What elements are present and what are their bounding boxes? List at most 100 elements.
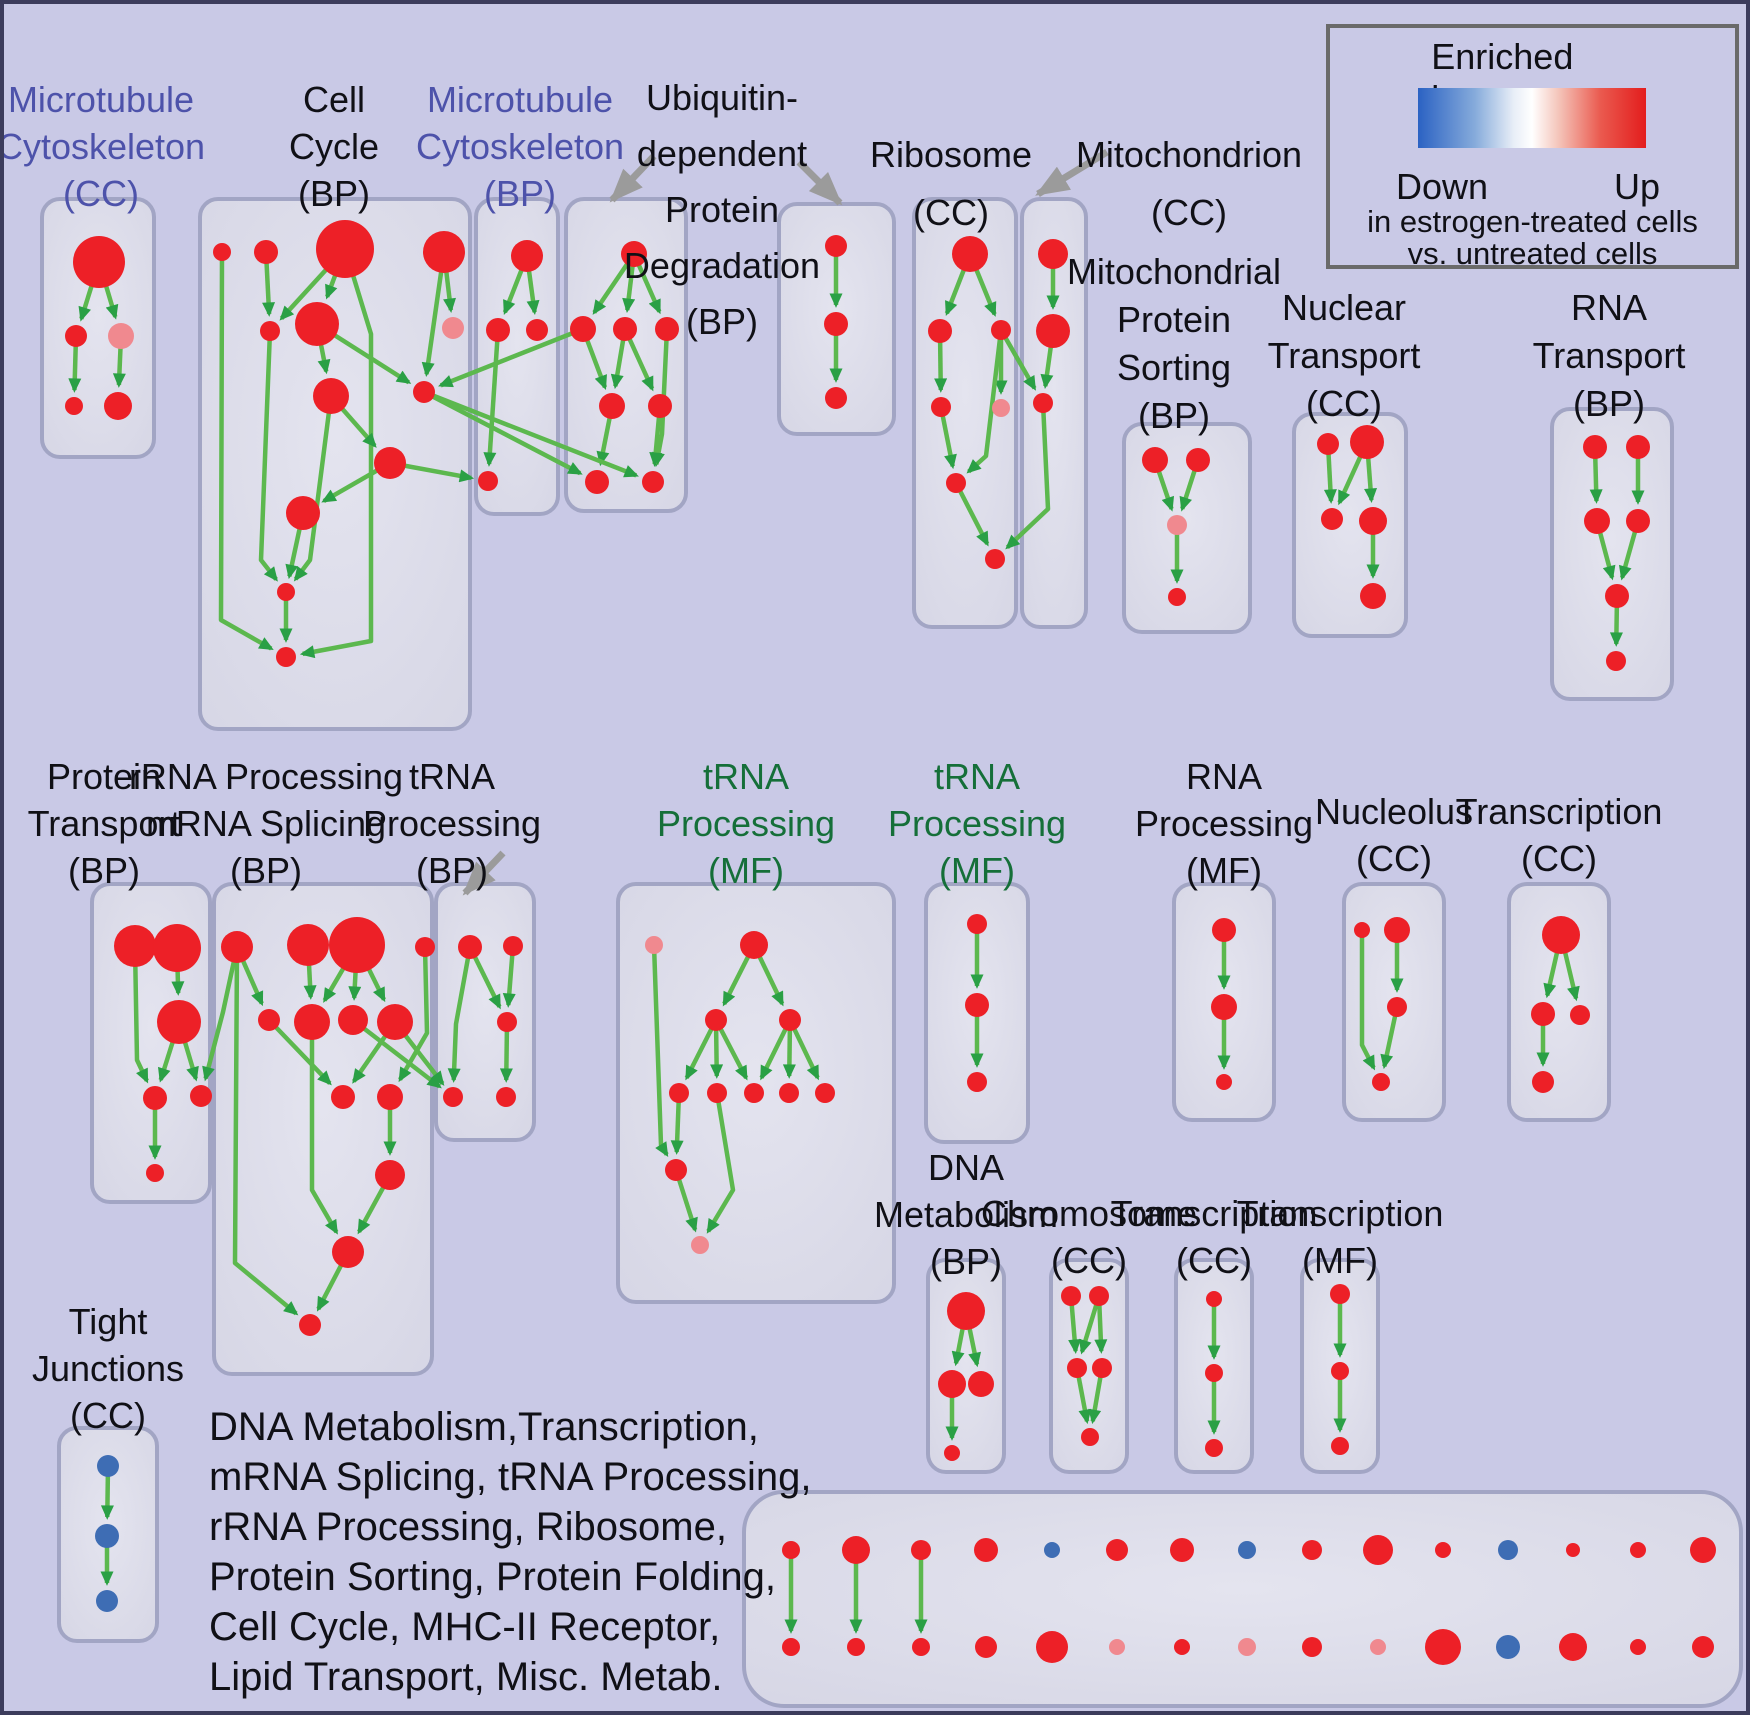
node-trna-mf-big-g5 <box>669 1083 689 1103</box>
cluster-box-nuclear-transport <box>1292 412 1408 638</box>
node-trna-mf-big-g1 <box>645 936 663 954</box>
misc-node-top-4 <box>974 1538 998 1562</box>
edge-ribosome-r6-r7 <box>953 481 990 547</box>
node-protein-transport-p6 <box>146 1164 164 1182</box>
edge-trna-mf-big-g6-g11 <box>706 1092 736 1234</box>
node-cell-cycle-c2 <box>254 240 278 264</box>
node-trna-mf-big-g11 <box>691 1236 709 1254</box>
node-transcription-cc-r2-k1 <box>1542 916 1580 954</box>
node-ubiquitin-b-v1 <box>825 235 847 257</box>
misc-node-bottom-4 <box>975 1636 997 1658</box>
annotation-arrow-1 <box>609 153 657 203</box>
node-rna-proc-mf-i1 <box>1212 918 1236 942</box>
node-rrna-mrna-rr3 <box>329 917 385 973</box>
misc-node-bottom-8 <box>1238 1638 1256 1656</box>
node-microtubule-bp-t3 <box>526 319 548 341</box>
node-ubiquitin-b-v2 <box>824 312 848 336</box>
node-trna-mf-big-g8 <box>779 1083 799 1103</box>
node-rna-transport-q1 <box>1583 435 1607 459</box>
node-ribosome-r6 <box>946 473 966 493</box>
node-microtubule-bp-t2 <box>486 318 510 342</box>
node-rrna-mrna-rr7 <box>338 1005 368 1035</box>
edge-cell-cycle-c8-c12 <box>293 395 334 582</box>
node-chromosome-e4 <box>1092 1358 1112 1378</box>
node-cell-cycle-c5 <box>260 321 280 341</box>
misc-node-bottom-10 <box>1370 1639 1386 1655</box>
edge-ribosome-r4-r6 <box>938 406 957 470</box>
node-cell-cycle-c10 <box>374 447 406 479</box>
node-transcription-cc-r2-k3 <box>1570 1005 1590 1025</box>
node-nuclear-transport-n2 <box>1350 425 1384 459</box>
node-protein-transport-p2 <box>153 924 201 972</box>
node-transcription-mf-o1 <box>1330 1284 1350 1304</box>
node-nuclear-transport-n4 <box>1359 507 1387 535</box>
node-nucleolus-j4 <box>1372 1073 1390 1091</box>
node-microtubule-cc-m5 <box>104 392 132 420</box>
node-trna-mf-big-g6 <box>707 1083 727 1103</box>
misc-node-bottom-7 <box>1174 1639 1190 1655</box>
node-chromosome-e1 <box>1061 1286 1081 1306</box>
misc-node-top-10 <box>1363 1535 1393 1565</box>
misc-node-top-13 <box>1566 1543 1580 1557</box>
misc-node-bottom-15 <box>1692 1636 1714 1658</box>
node-chromosome-e3 <box>1067 1358 1087 1378</box>
edge-nucleolus-j1-j4 <box>1359 930 1376 1071</box>
node-ubiquitin-a-u7 <box>585 470 609 494</box>
node-rrna-mrna-rr10 <box>377 1084 403 1110</box>
edge-cell-cycle-c1-c13 <box>218 251 274 651</box>
node-dna-metabolism-d3 <box>968 1371 994 1397</box>
node-ubiquitin-a-u5 <box>599 393 625 419</box>
cross-edge-rrna-mrna.rr1-protein-transport.p5 <box>202 946 240 1082</box>
edge-nucleolus-j3-j4 <box>1380 1006 1400 1070</box>
node-cell-cycle-c8 <box>313 378 349 414</box>
node-mitochondrion-w3 <box>1033 393 1053 413</box>
node-microtubule-cc-m3 <box>108 323 134 349</box>
node-tight-junctions-z3 <box>96 1590 118 1612</box>
node-mito-sorting-s1 <box>1142 447 1168 473</box>
misc-node-bottom-13 <box>1559 1633 1587 1661</box>
node-microtubule-bp-t4 <box>478 471 498 491</box>
node-rna-proc-mf-i2 <box>1211 994 1237 1020</box>
node-microtubule-cc-m4 <box>65 397 83 415</box>
edge-trna-mf-big-g1-g10 <box>651 944 669 1158</box>
node-ubiquitin-a-u4 <box>655 317 679 341</box>
node-trna-mf-small-h1 <box>967 914 987 934</box>
cross-edge-cell-cycle.c9-ubiquitin-a.u7 <box>422 390 583 476</box>
node-microtubule-bp-t1 <box>511 240 543 272</box>
misc-node-top-12 <box>1498 1540 1518 1560</box>
node-chromosome-e5 <box>1081 1428 1099 1446</box>
annotation-arrow-3 <box>1035 149 1109 197</box>
node-rna-proc-mf-i3 <box>1216 1074 1232 1090</box>
misc-node-bottom-12 <box>1496 1635 1520 1659</box>
node-rna-transport-q3 <box>1584 508 1610 534</box>
node-cell-cycle-c13 <box>276 647 296 667</box>
legend-gradient <box>1418 88 1646 148</box>
edge-trna-bp-tb1-tb4 <box>447 946 473 1083</box>
node-tight-junctions-z1 <box>97 1455 119 1477</box>
node-transcription-cc-r2-k4 <box>1532 1071 1554 1093</box>
node-mito-sorting-s4 <box>1168 588 1186 606</box>
legend-condition-line2: vs. untreated cells <box>1407 236 1658 271</box>
edge-cell-cycle-c3-c13 <box>299 248 374 659</box>
node-trna-mf-big-g7 <box>744 1083 764 1103</box>
node-transcription-mf-o3 <box>1331 1437 1349 1455</box>
cross-edge-mitochondrion.w3-ribosome.r7 <box>1005 402 1051 550</box>
node-trna-mf-small-h3 <box>967 1072 987 1092</box>
node-nucleolus-j3 <box>1387 997 1407 1017</box>
node-rrna-mrna-rr11 <box>375 1160 405 1190</box>
node-nuclear-transport-n3 <box>1321 508 1343 530</box>
node-tight-junctions-z2 <box>95 1524 119 1548</box>
cross-edge-ubiquitin-a.u2-cell-cycle.c9 <box>438 326 584 388</box>
node-ribosome-r1 <box>952 236 988 272</box>
node-rrna-mrna-rr6 <box>294 1004 330 1040</box>
node-ribosome-r7 <box>985 549 1005 569</box>
node-ubiquitin-a-u2 <box>570 316 596 342</box>
node-cell-cycle-c9 <box>413 381 435 403</box>
edge-ribosome-r3-r6 <box>966 329 1004 474</box>
misc-node-bottom-6 <box>1109 1639 1125 1655</box>
node-trna-bp-tb2 <box>503 936 523 956</box>
misc-node-bottom-2 <box>847 1638 865 1656</box>
node-protein-transport-p1 <box>114 925 156 967</box>
cluster-box-chromosome <box>1049 1258 1129 1474</box>
node-protein-transport-p3 <box>157 1000 201 1044</box>
